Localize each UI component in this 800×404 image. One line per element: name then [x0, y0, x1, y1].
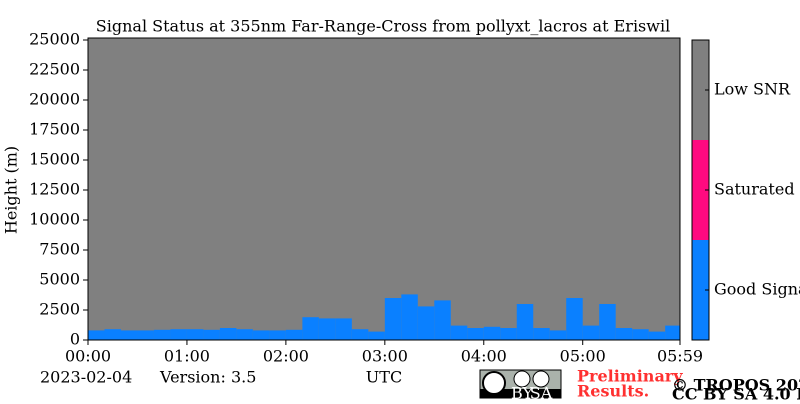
- good-signal-bar: [104, 329, 121, 340]
- good-signal-bar: [566, 298, 583, 340]
- y-axis-label: Height (m): [2, 146, 21, 234]
- x-tick-label: 01:00: [164, 347, 210, 366]
- good-signal-bar: [236, 329, 253, 340]
- version-label: Version: 3.5: [159, 368, 256, 387]
- good-signal-bar: [599, 304, 616, 340]
- chart-title: Signal Status at 355nm Far-Range-Cross f…: [96, 17, 670, 36]
- colorbar-segment: [692, 140, 709, 240]
- x-tick-label: 02:00: [263, 347, 309, 366]
- y-tick-label: 12500: [29, 180, 80, 199]
- good-signal-bar: [269, 330, 286, 340]
- good-signal-bar: [632, 329, 649, 340]
- cc-icon: [482, 371, 506, 395]
- good-signal-bar: [384, 298, 402, 340]
- good-signal-bar: [368, 331, 385, 340]
- good-signal-bar: [450, 325, 468, 340]
- good-signal-bar: [500, 328, 517, 340]
- good-signal-bar: [483, 326, 501, 340]
- badge-text: BY: [511, 384, 533, 401]
- good-signal-bar: [203, 329, 220, 340]
- y-tick-label: 10000: [29, 210, 80, 229]
- colorbar-label: Saturated: [714, 180, 795, 199]
- good-signal-bar: [302, 317, 319, 340]
- license-badge: BY SA: [479, 369, 562, 403]
- good-signal-bar: [252, 330, 270, 340]
- y-tick-label: 20000: [29, 90, 80, 109]
- colorbar-frame: [691, 39, 710, 341]
- x-axis-label: UTC: [366, 368, 402, 387]
- good-signal-bar: [318, 318, 336, 340]
- notice: Preliminary: [577, 367, 683, 386]
- good-signal-bar: [88, 330, 105, 340]
- good-signal-bar: [582, 325, 600, 340]
- badge-strip: [480, 389, 561, 398]
- good-signal-bar: [285, 329, 303, 340]
- good-signal-bar: [335, 318, 352, 340]
- y-tick-label: 25000: [29, 30, 80, 49]
- y-tick-label: 0: [70, 330, 80, 349]
- notice: Results.: [577, 382, 649, 401]
- x-tick-label: 05:59: [657, 347, 703, 366]
- copyright: © TROPOS 2023.: [672, 376, 800, 395]
- good-signal-bar: [186, 329, 204, 340]
- colorbar-segment: [692, 240, 709, 340]
- sa-icon: [532, 370, 550, 388]
- colorbar-label: Low SNR: [714, 80, 791, 99]
- copyright: CC BY SA 4.0 License.: [672, 385, 800, 401]
- x-tick-label: 04:00: [461, 347, 507, 366]
- x-tick-label: 00:00: [65, 347, 111, 366]
- low-snr-background: [88, 38, 680, 340]
- y-tick-label: 22500: [29, 60, 80, 79]
- y-tick-label: 15000: [29, 150, 80, 169]
- good-signal-bar: [219, 328, 237, 340]
- good-signal-bar: [137, 330, 154, 340]
- good-signal-bar: [615, 328, 633, 340]
- badge-text: SA: [530, 384, 553, 401]
- x-tick-label: 05:00: [560, 347, 606, 366]
- good-signal-bar: [417, 306, 435, 340]
- date-label: 2023-02-04: [40, 368, 132, 387]
- good-signal-bar: [170, 329, 187, 340]
- good-signal-bar: [401, 294, 418, 340]
- good-signal-bar: [648, 331, 666, 340]
- by-icon: [513, 370, 531, 388]
- good-signal-bar: [434, 300, 451, 340]
- good-signal-bar: [665, 325, 680, 340]
- y-tick-label: 7500: [39, 240, 80, 259]
- good-signal-bar: [467, 328, 484, 340]
- colorbar-segment: [692, 40, 709, 140]
- good-signal-bar: [549, 330, 567, 340]
- good-signal-bar: [120, 330, 138, 340]
- good-signal-bar: [533, 328, 550, 340]
- good-signal-bar: [153, 329, 171, 340]
- y-tick-label: 17500: [29, 120, 80, 139]
- good-signal-bar: [351, 329, 369, 340]
- x-tick-label: 03:00: [362, 347, 408, 366]
- colorbar-label: Good Signal: [714, 280, 800, 299]
- good-signal-bar: [516, 304, 534, 340]
- plot-frame: [87, 37, 681, 341]
- y-tick-label: 2500: [39, 300, 80, 319]
- y-tick-label: 5000: [39, 270, 80, 289]
